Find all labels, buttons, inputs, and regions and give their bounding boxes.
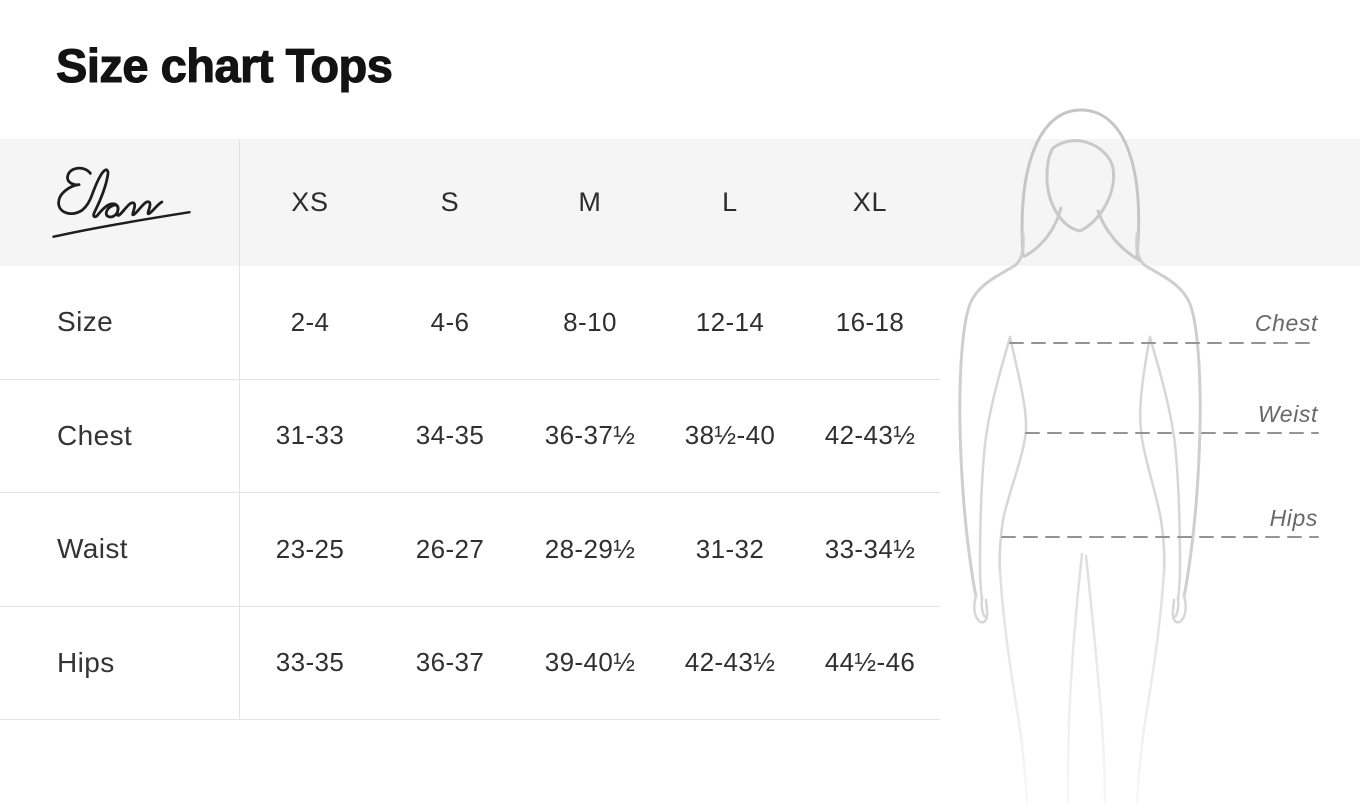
- torso-left-path: [998, 335, 1028, 574]
- right-arm-inner-path: [1148, 335, 1182, 602]
- chest-xs-value: 31-33: [275, 420, 345, 451]
- column-header-m: M: [578, 187, 602, 217]
- waist-m-value: 28-29½: [544, 533, 636, 564]
- left-hand-path: [973, 594, 989, 624]
- hips-xs-value: 33-35: [275, 647, 345, 678]
- table-row-waist: Waist 23-25 26-27 28-29½ 31-32 33-34½: [0, 493, 940, 607]
- hair-inner-left-path: [1023, 206, 1063, 258]
- table-row-hips: Hips 33-35 36-37 39-40½ 42-43½ 44½-46: [0, 606, 940, 720]
- size-xl-value: 16-18: [835, 306, 905, 337]
- elan-signature-path: [56, 166, 163, 218]
- waist-s-value: 26-27: [415, 533, 485, 564]
- waist-measure-label: Weist: [1257, 401, 1318, 427]
- chest-l-value: 38½-40: [684, 420, 776, 451]
- size-s-value: 4-6: [430, 306, 470, 337]
- column-header-xs: XS: [291, 187, 329, 217]
- table-row-size: Size 2-4 4-6 8-10 12-14 16-18: [0, 266, 940, 380]
- chest-xl-value: 42-43½: [824, 420, 916, 451]
- left-shoulder-arm-path: [958, 232, 1025, 598]
- face-outline-path: [1045, 139, 1116, 233]
- hips-s-value: 36-37: [415, 647, 485, 678]
- row-label-waist: Waist: [0, 493, 240, 606]
- chest-m-value: 36-37½: [544, 420, 636, 451]
- inner-thigh-left-path: [1066, 552, 1084, 806]
- hips-m-value: 39-40½: [544, 647, 636, 678]
- row-label-hips: Hips: [0, 606, 240, 719]
- inner-thigh-right-path: [1084, 554, 1107, 806]
- right-shoulder-arm-path: [1135, 232, 1202, 598]
- hips-l-value: 42-43½: [684, 647, 776, 678]
- left-leg-outer-path: [998, 568, 1029, 806]
- row-label-size: Size: [0, 266, 240, 379]
- page-title: Size chart Tops: [55, 38, 393, 92]
- chest-s-value: 34-35: [415, 420, 485, 451]
- column-header-xl: XL: [852, 187, 888, 217]
- left-arm-inner-path: [978, 335, 1012, 602]
- size-xs-value: 2-4: [290, 306, 330, 337]
- table-row-chest: Chest 31-33 34-35 36-37½ 38½-40 42-43½: [0, 379, 940, 493]
- chest-measure-label: Chest: [1254, 310, 1318, 336]
- torso-right-path: [1138, 335, 1166, 574]
- body-figure: [940, 104, 1360, 806]
- waist-l-value: 31-32: [695, 533, 765, 564]
- row-label-chest: Chest: [0, 379, 240, 492]
- column-header-l: L: [722, 187, 738, 217]
- right-hand-path: [1171, 594, 1187, 624]
- hair-inner-right-path: [1096, 209, 1141, 262]
- right-leg-outer-path: [1135, 568, 1166, 806]
- table-header-row: XS S M L XL: [0, 139, 940, 266]
- size-m-value: 8-10: [563, 306, 617, 337]
- size-chart-table: XS S M L XL Size 2-4 4-6 8-10 12-14 16-1…: [0, 139, 940, 720]
- brand-logo-cell: [0, 139, 240, 266]
- hips-measure-label: Hips: [1269, 505, 1318, 531]
- hips-xl-value: 44½-46: [824, 647, 916, 678]
- waist-xl-value: 33-34½: [824, 533, 916, 564]
- hair-outline-path: [1020, 108, 1141, 258]
- table-header-band: [0, 139, 1360, 266]
- elan-logo: [51, 166, 191, 238]
- size-l-value: 12-14: [695, 306, 765, 337]
- waist-xs-value: 23-25: [275, 533, 345, 564]
- female-silhouette-illustration: [958, 108, 1319, 806]
- elan-underline-path: [51, 210, 191, 238]
- column-header-s: S: [440, 187, 460, 217]
